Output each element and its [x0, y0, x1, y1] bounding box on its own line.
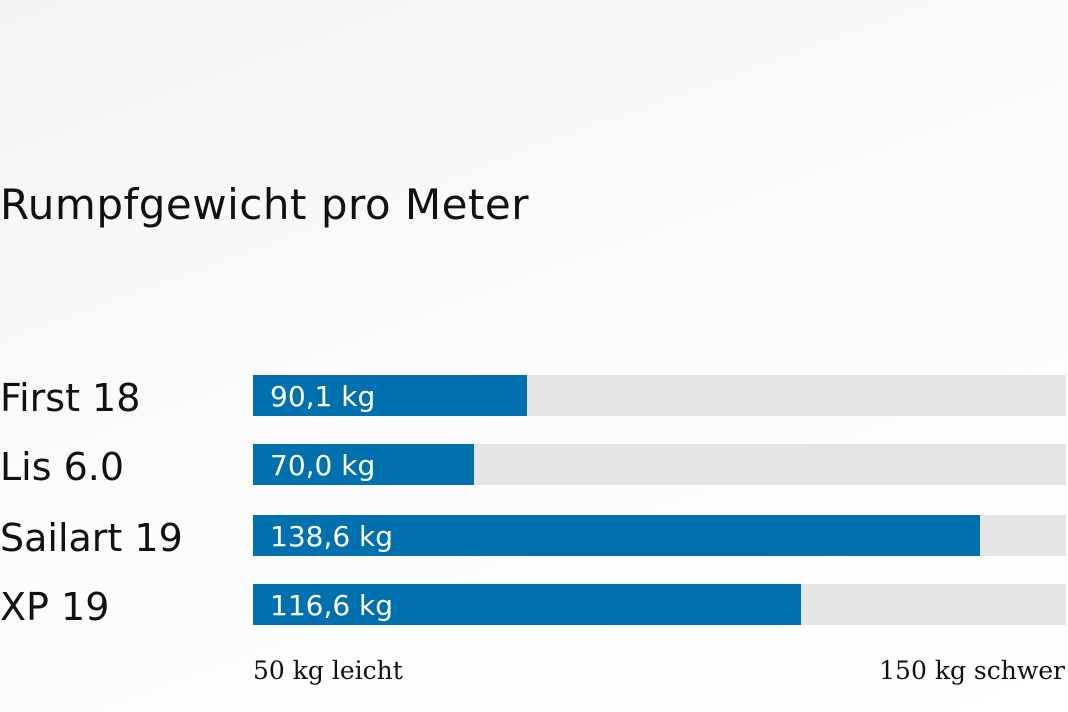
bar — [253, 375, 527, 416]
bar — [253, 444, 475, 485]
category-label: First 18 — [0, 376, 141, 420]
axis-min-label: 50 kg leicht — [253, 656, 403, 685]
bar-track: 138,6 kg — [253, 515, 1066, 556]
bar-track: 70,0 kg — [253, 444, 1066, 485]
bar-row: Lis 6.0 70,0 kg — [0, 444, 1068, 489]
value-label: 90,1 kg — [270, 380, 376, 413]
value-label: 70,0 kg — [270, 449, 376, 482]
bar-track: 116,6 kg — [253, 584, 1066, 625]
chart-title: Rumpfgewicht pro Meter — [0, 180, 530, 229]
value-label: 116,6 kg — [270, 589, 394, 622]
category-label: Sailart 19 — [0, 516, 183, 560]
category-label: XP 19 — [0, 585, 110, 629]
axis-max-label: 150 kg schwer — [879, 656, 1065, 685]
bar-track: 90,1 kg — [253, 375, 1066, 416]
category-label: Lis 6.0 — [0, 445, 125, 489]
bar — [253, 515, 980, 556]
value-label: 138,6 kg — [270, 520, 394, 553]
bar — [253, 584, 801, 625]
bar-row: XP 19 116,6 kg — [0, 584, 1068, 629]
bar-row: First 18 90,1 kg — [0, 375, 1068, 420]
bar-row: Sailart 19 138,6 kg — [0, 515, 1068, 560]
